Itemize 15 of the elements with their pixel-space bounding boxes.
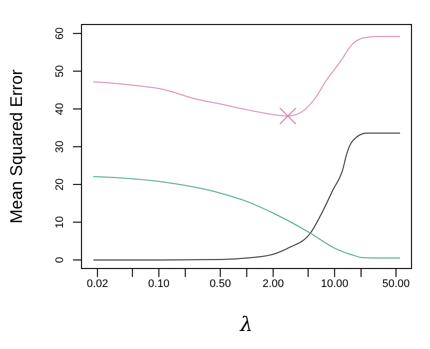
y-tick-label: 30 — [54, 140, 66, 153]
y-tick-label: 20 — [54, 178, 66, 191]
y-tick-label: 10 — [54, 216, 66, 228]
x-tick-label: 0.50 — [210, 278, 231, 290]
x-tick-label: 50.00 — [382, 278, 410, 290]
y-tick-label: 0 — [54, 256, 66, 263]
x-tick-label: 0.02 — [86, 278, 108, 290]
x-axis-title: λ — [239, 312, 253, 336]
y-tick-label: 40 — [54, 102, 66, 116]
y-axis-title: Mean Squared Error — [7, 69, 26, 224]
y-tick-label: 50 — [54, 65, 66, 78]
x-tick-label: 2.00 — [262, 278, 284, 290]
x-tick-label: 10.00 — [320, 278, 348, 290]
x-tick-label: 0.10 — [148, 278, 170, 290]
y-tick-label: 60 — [54, 27, 66, 40]
